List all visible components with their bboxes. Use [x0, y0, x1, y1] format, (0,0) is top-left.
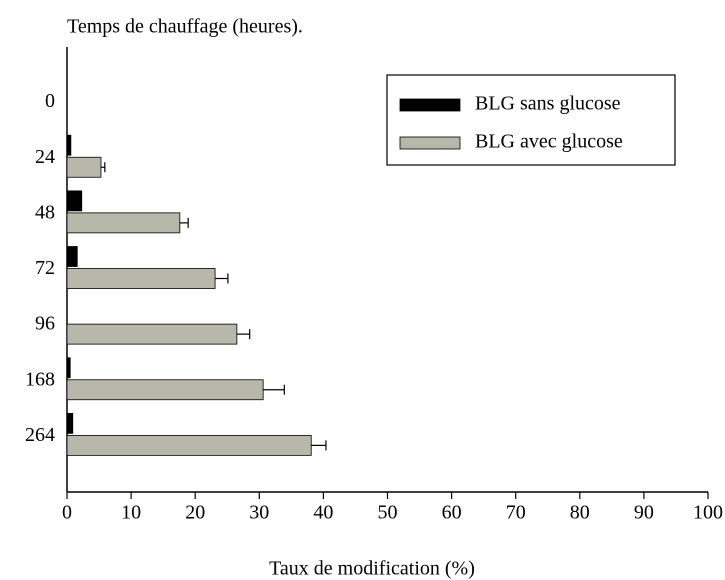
- y-tick-label: 48: [35, 201, 55, 223]
- bar: [66, 268, 216, 289]
- bar: [66, 379, 264, 401]
- bar: [66, 246, 78, 267]
- bar: [66, 434, 312, 456]
- legend-label: BLG sans glucose: [475, 93, 621, 115]
- x-tick-label: 20: [185, 502, 205, 524]
- bar: [66, 357, 71, 379]
- x-tick-label: 90: [634, 502, 654, 524]
- x-tick-label: 40: [313, 502, 333, 524]
- y-tick-label: 0: [45, 90, 55, 112]
- bar: [66, 190, 83, 212]
- bar: [66, 323, 238, 345]
- y-tick-label: 264: [25, 424, 55, 446]
- x-tick-label: 60: [442, 502, 462, 524]
- x-tick-label: 80: [570, 502, 590, 524]
- x-tick-label: 70: [506, 502, 526, 524]
- bar: [66, 212, 181, 234]
- legend-swatch: [399, 136, 461, 150]
- bar: [66, 412, 74, 434]
- y-tick-label: 72: [35, 257, 55, 279]
- bar: [66, 156, 102, 178]
- legend-label: BLG avec glucose: [475, 131, 623, 153]
- bar: [66, 134, 72, 156]
- y-tick-label: 96: [35, 313, 55, 335]
- chart-title: Temps de chauffage (heures).: [67, 16, 303, 38]
- x-tick-label: 100: [693, 502, 723, 524]
- x-axis-label: Taux de modification (%): [269, 558, 475, 580]
- x-tick-label: 50: [378, 502, 398, 524]
- x-tick-label: 30: [249, 502, 269, 524]
- x-tick-label: 0: [62, 502, 72, 524]
- legend-box: [386, 74, 676, 166]
- y-tick-label: 168: [25, 368, 55, 390]
- legend-swatch: [399, 98, 461, 112]
- y-tick-label: 24: [35, 146, 55, 168]
- x-tick-label: 10: [121, 502, 141, 524]
